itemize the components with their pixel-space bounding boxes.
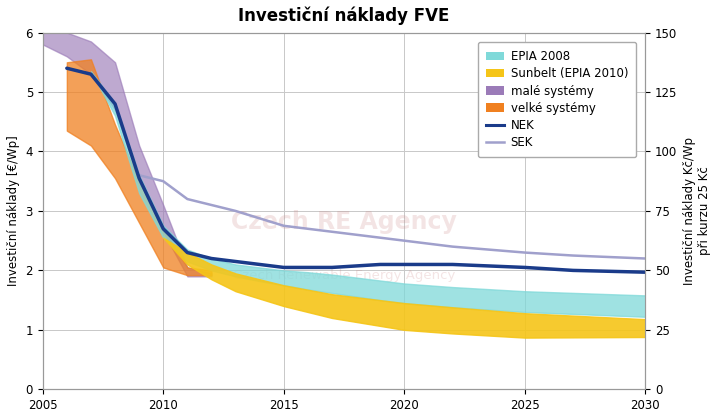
Legend: EPIA 2008, Sunbelt (EPIA 2010), malé systémy, velké systémy, NEK, SEK: EPIA 2008, Sunbelt (EPIA 2010), malé sys… [477,42,636,157]
Y-axis label: Investiční náklady [€/Wp]: Investiční náklady [€/Wp] [7,136,20,286]
Text: Czech RE Agency: Czech RE Agency [231,210,457,234]
Y-axis label: Investiční náklady Kč/Wp
při kurzu 25 Kč: Investiční náklady Kč/Wp při kurzu 25 Kč [683,137,711,285]
Title: Investiční náklady FVE: Investiční náklady FVE [238,7,449,26]
Text: Czech Renewable Energy Agency: Czech Renewable Energy Agency [233,269,455,282]
